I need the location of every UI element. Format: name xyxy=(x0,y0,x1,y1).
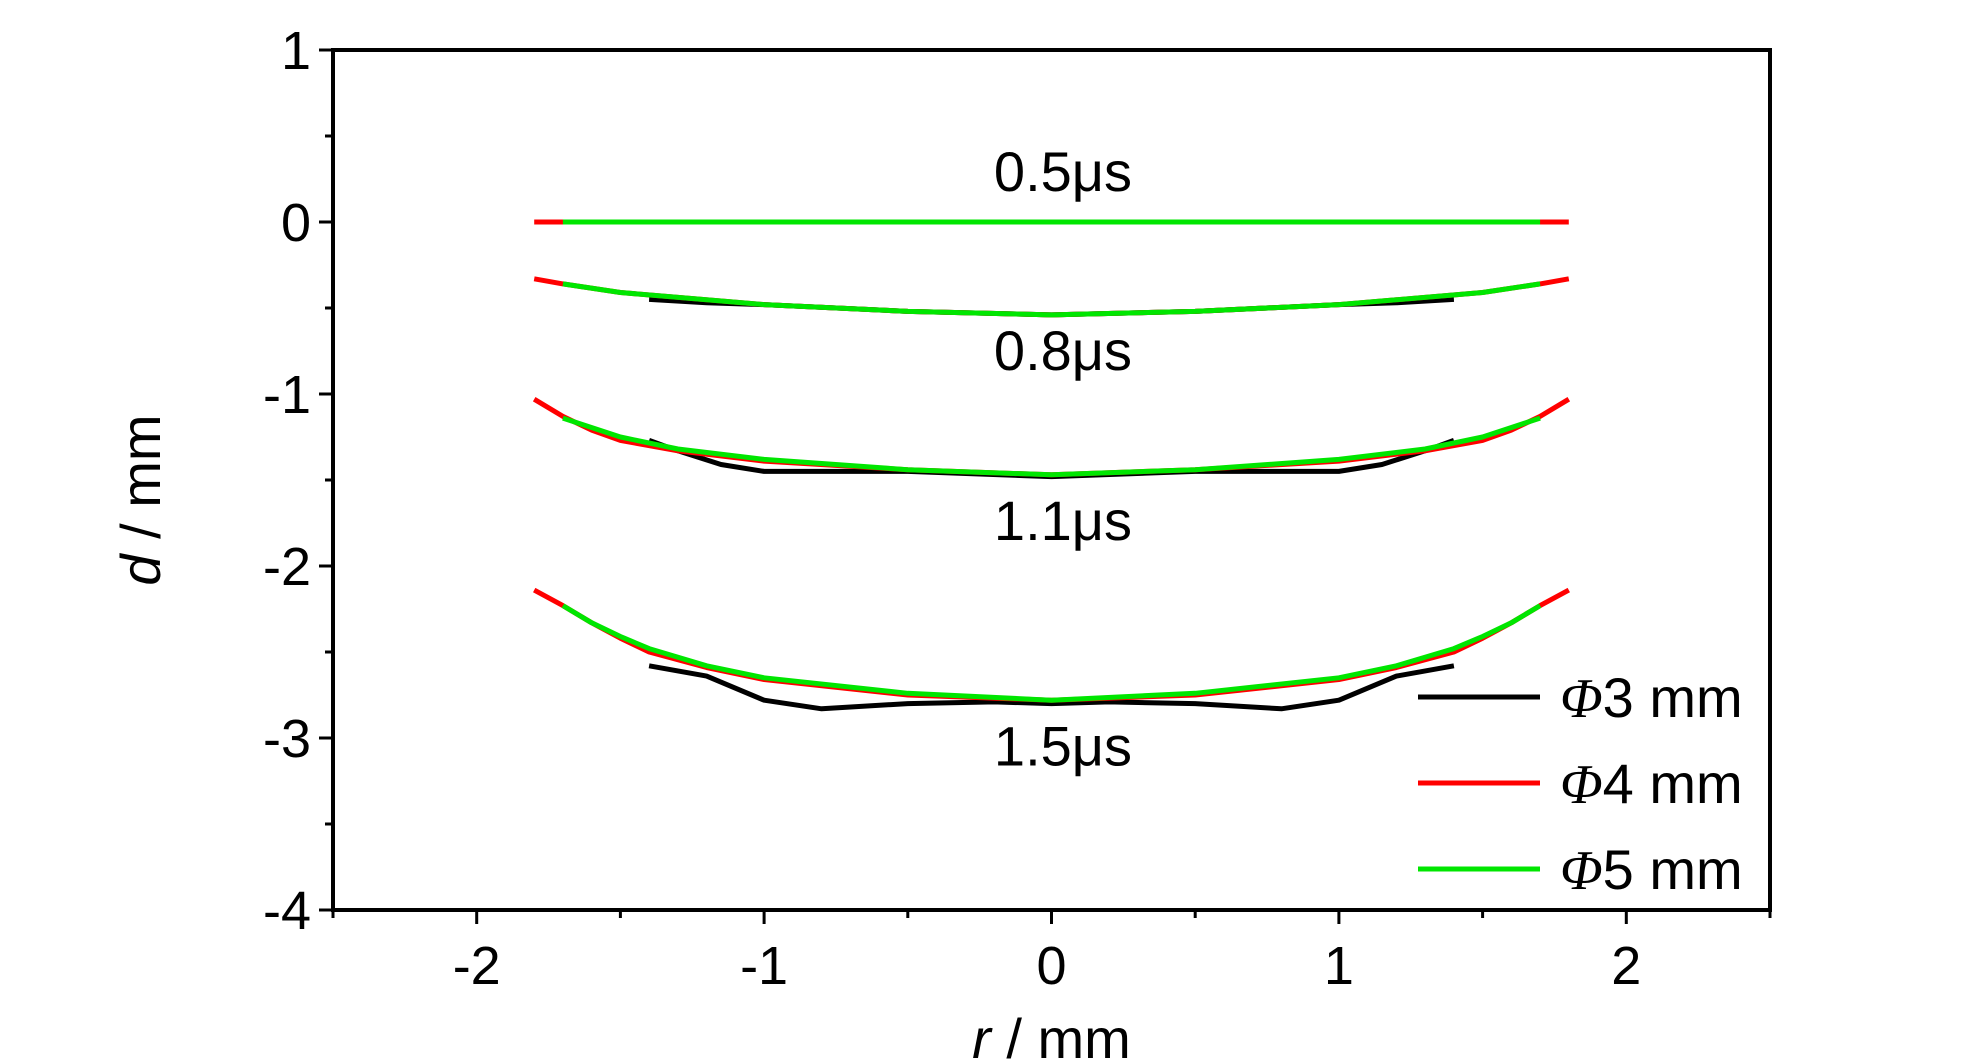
x-tick-label: -2 xyxy=(453,936,501,996)
legend-label: Φ5 mm xyxy=(1560,838,1743,902)
x-axis-unit: / mm xyxy=(991,1007,1131,1062)
axis-tick-labels: -2 -1 0 1 2 1 0 -1 -2 -3 -4 xyxy=(263,21,1641,996)
time-annotation: 1.5μs xyxy=(994,715,1132,778)
y-axis-unit: / mm xyxy=(109,414,172,554)
time-annotation: 0.8μs xyxy=(994,319,1132,382)
y-tick-label: -1 xyxy=(263,365,311,425)
x-tick-label: 1 xyxy=(1324,936,1354,996)
y-axis-variable: d xyxy=(109,553,172,586)
axis-ticks xyxy=(319,48,1772,924)
legend-item: Φ4 mm xyxy=(1418,752,1743,816)
y-tick-label: -4 xyxy=(263,881,311,941)
y-tick-label: 1 xyxy=(281,21,311,81)
x-axis-title: r / mm xyxy=(972,1007,1131,1062)
time-annotation: 0.5μs xyxy=(994,140,1132,203)
legend-label: Φ3 mm xyxy=(1560,666,1743,730)
legend-text: 4 mm xyxy=(1603,752,1743,815)
series-line-5mm-08 xyxy=(562,281,1541,318)
x-tick-label: 2 xyxy=(1611,936,1641,996)
series-line-5mm-11 xyxy=(562,415,1541,478)
series-line-4mm-15 xyxy=(533,587,1570,703)
series-line-3mm-15 xyxy=(648,663,1455,712)
legend-text: 3 mm xyxy=(1603,666,1743,729)
time-annotation: 1.1μs xyxy=(994,489,1132,552)
time-annotations: 0.5μs 0.8μs 1.1μs 1.5μs xyxy=(994,140,1132,777)
legend-item: Φ5 mm xyxy=(1418,838,1743,902)
y-tick-label: -2 xyxy=(263,537,311,597)
legend-label: Φ4 mm xyxy=(1560,752,1743,816)
y-tick-label: 0 xyxy=(281,193,311,253)
series-line-4mm-11 xyxy=(532,397,1571,478)
phi-symbol: Φ xyxy=(1560,754,1603,816)
x-tick-label: 0 xyxy=(1036,936,1066,996)
phi-symbol: Φ xyxy=(1560,668,1603,730)
phi-symbol: Φ xyxy=(1560,840,1603,902)
legend-item: Φ3 mm xyxy=(1418,666,1743,730)
x-tick-label: -1 xyxy=(740,936,788,996)
legend-text: 5 mm xyxy=(1603,838,1743,901)
series-layer xyxy=(532,219,1571,712)
y-tick-label: -3 xyxy=(263,709,311,769)
y-axis-title: d / mm xyxy=(109,414,172,585)
x-axis-variable: r xyxy=(972,1007,993,1062)
series-line-5mm-15 xyxy=(561,603,1542,703)
